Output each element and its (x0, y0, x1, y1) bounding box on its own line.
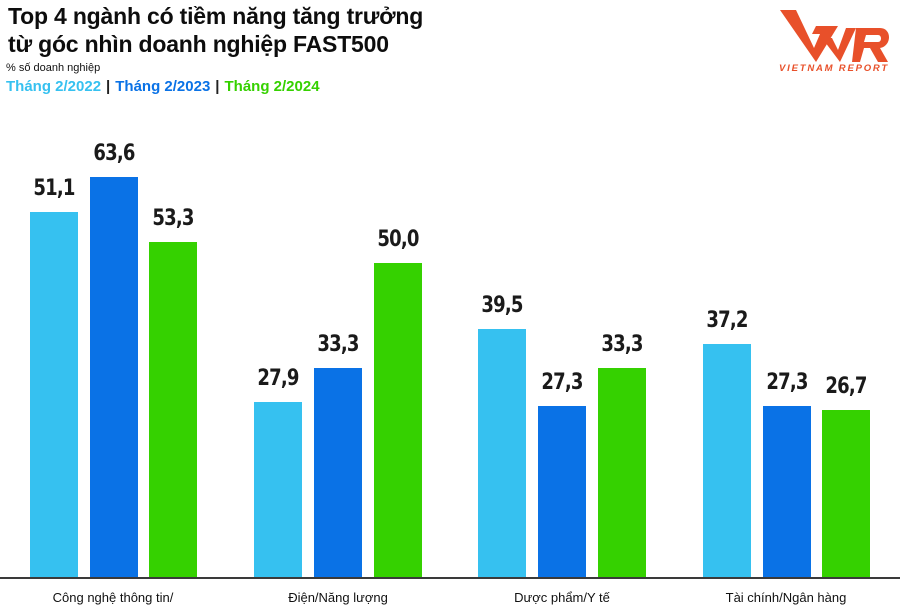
chart-title-line1: Top 4 ngành có tiềm năng tăng trưởng (8, 3, 424, 29)
bar-value-label: 27,3 (766, 370, 808, 395)
legend-separator: | (215, 78, 220, 95)
bar (314, 368, 362, 577)
bar-value-label: 27,3 (541, 370, 583, 395)
chart-title-line2: từ góc nhìn doanh nghiệp FAST500 (8, 31, 389, 57)
logo-text: VIETNAM REPORT (779, 63, 890, 74)
bar-value-label: 27,9 (257, 366, 299, 391)
x-axis-baseline (0, 577, 900, 579)
bar-value-label: 63,6 (93, 141, 135, 166)
bar-value-label: 33,3 (317, 332, 359, 357)
bar-value-label: 26,7 (825, 374, 867, 399)
bar (703, 344, 751, 577)
unit-label: % số doanh nghiệp (6, 62, 101, 74)
bar (254, 402, 302, 577)
category-label: Dược phẩm/Y tế (514, 590, 610, 605)
bar (822, 410, 870, 577)
bar (374, 263, 422, 577)
legend-item-2024: Tháng 2/2024 (224, 78, 320, 95)
bar-value-label: 33,3 (601, 332, 643, 357)
chart-title: Top 4 ngành có tiềm năng tăng trưởng từ … (8, 2, 568, 58)
legend-item-2023: Tháng 2/2023 (115, 78, 211, 95)
bar (763, 406, 811, 577)
bar (478, 329, 526, 577)
bar (598, 368, 646, 577)
category-label: Điện/Năng lượng (288, 590, 388, 605)
category-label: Tài chính/Ngân hàng (725, 590, 847, 605)
bar (538, 406, 586, 577)
legend-separator: | (106, 78, 111, 95)
legend-item-2022: Tháng 2/2022 (6, 78, 102, 95)
bar-value-label: 39,5 (481, 293, 523, 318)
bar-value-label: 37,2 (706, 308, 748, 333)
bar-value-label: 51,1 (33, 176, 75, 201)
bar-value-label: 50,0 (377, 227, 419, 252)
bar (30, 212, 78, 577)
vnr-logo-icon (780, 10, 889, 62)
bar (149, 242, 197, 577)
category-label: Công nghệ thông tin/ (52, 590, 174, 605)
bar (90, 177, 138, 577)
bar-value-label: 53,3 (152, 206, 194, 231)
legend: Tháng 2/2022 | Tháng 2/2023 | Tháng 2/2024 (6, 78, 320, 95)
